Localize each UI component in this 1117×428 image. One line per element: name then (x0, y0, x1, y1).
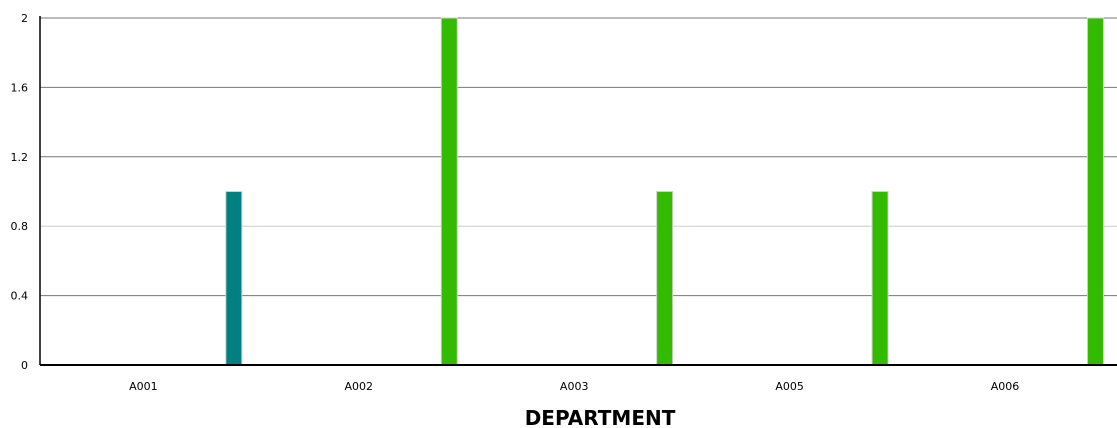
x-axis-title: DEPARTMENT (525, 406, 676, 428)
bar (656, 191, 674, 366)
y-tick-label: 0.8 (11, 220, 29, 233)
x-tick-label: A001 (129, 380, 158, 393)
y-tick-label: 2 (21, 12, 28, 25)
x-tick-labels: A001 A002 A003 A005 A006 (129, 380, 1019, 393)
bar (225, 191, 243, 366)
x-tick-label: A006 (991, 380, 1020, 393)
bar (871, 191, 889, 366)
y-tick-label: 1.2 (11, 151, 29, 164)
x-tick-label: A002 (345, 380, 374, 393)
y-tick-label: 0 (21, 359, 28, 372)
x-tick-label: A005 (775, 380, 804, 393)
bar (440, 17, 458, 366)
bar (1086, 17, 1104, 366)
gridlines (40, 17, 1117, 297)
axes (39, 16, 1117, 366)
bars (225, 17, 1104, 366)
y-tick-labels: 0 0.4 0.8 1.2 1.6 2 (11, 12, 29, 372)
x-tick-label: A003 (560, 380, 589, 393)
y-tick-label: 1.6 (11, 81, 29, 94)
y-tick-label: 0.4 (11, 290, 29, 303)
